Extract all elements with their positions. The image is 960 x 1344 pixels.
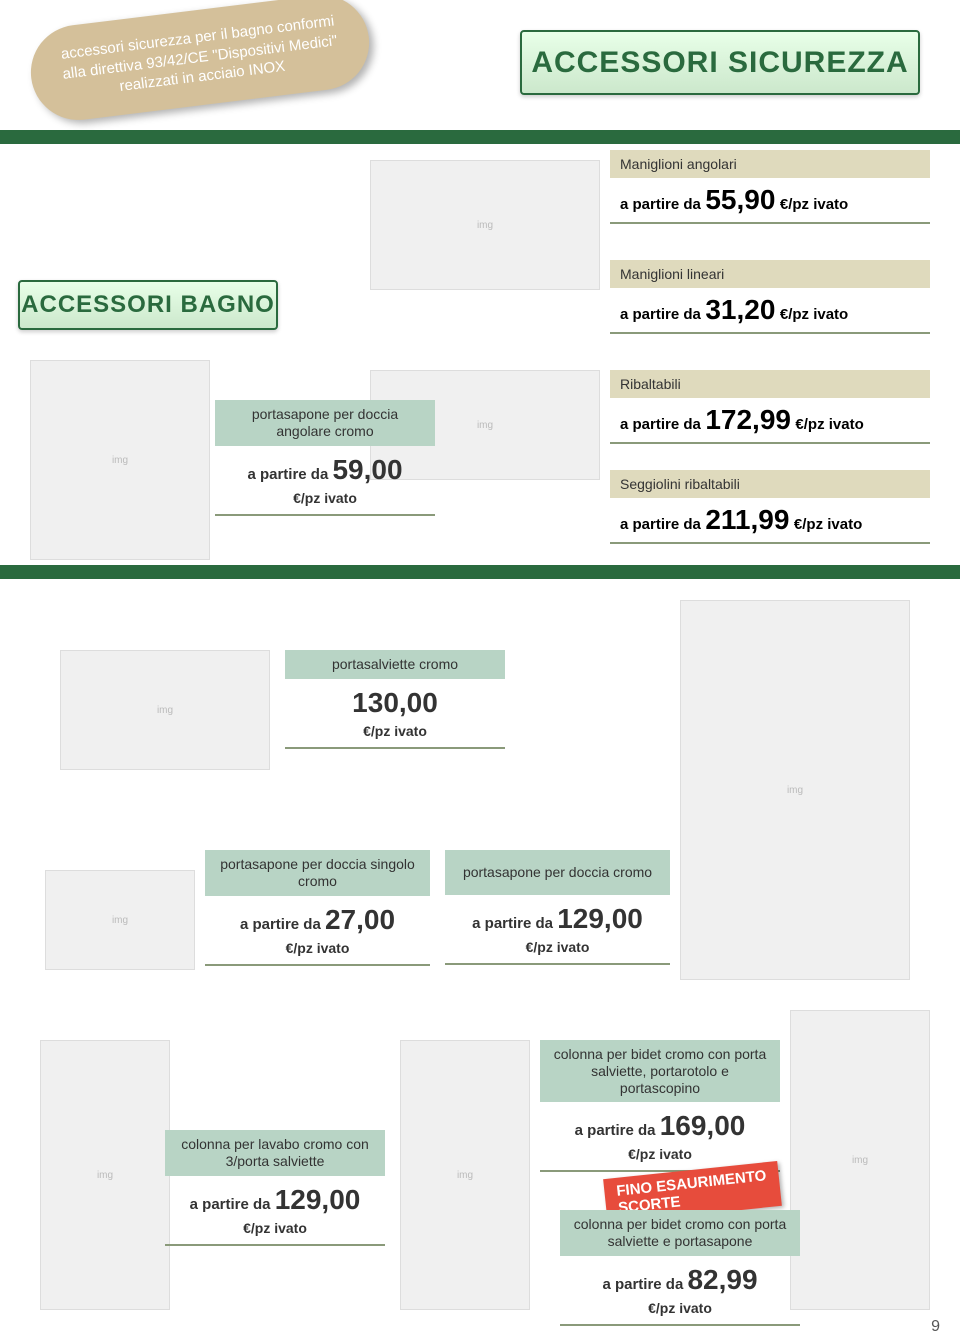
item-label: colonna per lavabo cromo con 3/porta sal… <box>165 1130 385 1176</box>
price-prefix: a partire da <box>575 1122 656 1139</box>
price-value: 59,00 <box>332 454 402 485</box>
item-label: colonna per bidet cromo con porta salvie… <box>540 1040 780 1102</box>
item-label: portasapone per doccia cromo <box>445 850 670 895</box>
product-image: img <box>790 1010 930 1310</box>
price-value: 130,00 <box>352 687 438 718</box>
price-suffix: €/pz ivato <box>794 516 862 533</box>
price-unit: €/pz ivato <box>285 723 505 749</box>
price-prefix: a partire da <box>620 196 701 213</box>
price-value: 169,00 <box>660 1110 746 1141</box>
item-colonna-lavabo: colonna per lavabo cromo con 3/porta sal… <box>165 1130 385 1246</box>
item-label: portasapone per doccia singolo cromo <box>205 850 430 896</box>
product-image: img <box>680 600 910 980</box>
item-portasapone-doccia: portasapone per doccia cromo a partire d… <box>445 850 670 965</box>
product-image: img <box>370 160 600 290</box>
price-prefix: a partire da <box>602 1276 683 1293</box>
item-label: Maniglioni lineari <box>610 260 930 288</box>
item-portasapone-angolare: portasapone per doccia angolare cromo a … <box>215 400 435 516</box>
price-value: 211,99 <box>705 504 789 535</box>
intro-bubble: accessori sicurezza per il bagno conform… <box>25 0 374 125</box>
product-image: img <box>45 870 195 970</box>
item-label: portasalviette cromo <box>285 650 505 679</box>
price-suffix: €/pz ivato <box>780 306 848 323</box>
item-label: Maniglioni angolari <box>610 150 930 178</box>
item-colonna-bidet-1: colonna per bidet cromo con porta salvie… <box>540 1040 780 1172</box>
price-suffix: €/pz ivato <box>780 196 848 213</box>
price-prefix: a partire da <box>620 516 701 533</box>
price-unit: €/pz ivato <box>445 939 670 965</box>
price-value: 31,20 <box>705 294 775 325</box>
item-portasalviette: portasalviette cromo 130,00 €/pz ivato <box>285 650 505 749</box>
intro-bubble-text: accessori sicurezza per il bagno conform… <box>48 10 353 105</box>
price-unit: €/pz ivato <box>215 490 435 516</box>
product-image: img <box>400 1040 530 1310</box>
page-number: 9 <box>931 1318 940 1336</box>
price-unit: €/pz ivato <box>205 940 430 966</box>
product-image: img <box>30 360 210 560</box>
divider-bar <box>0 130 960 144</box>
item-label: Seggiolini ribaltabili <box>610 470 930 498</box>
divider-bar <box>0 565 960 579</box>
price-value: 55,90 <box>705 184 775 215</box>
price-prefix: a partire da <box>240 916 321 933</box>
item-portasapone-singolo: portasapone per doccia singolo cromo a p… <box>205 850 430 966</box>
section-heading-bagno: ACCESSORI BAGNO <box>18 280 278 330</box>
section-heading-sicurezza: ACCESSORI SICUREZZA <box>520 30 920 95</box>
item-label: portasapone per doccia angolare cromo <box>215 400 435 446</box>
price-value: 172,99 <box>705 404 791 435</box>
product-image: img <box>40 1040 170 1310</box>
item-colonna-bidet-2: colonna per bidet cromo con porta salvie… <box>560 1210 800 1326</box>
price-prefix: a partire da <box>472 915 553 932</box>
price-prefix: a partire da <box>190 1196 271 1213</box>
item-maniglioni-angolari: Maniglioni angolari a partire da 55,90 €… <box>610 150 930 224</box>
price-unit: €/pz ivato <box>165 1220 385 1246</box>
price-value: 82,99 <box>687 1264 757 1295</box>
price-value: 129,00 <box>275 1184 361 1215</box>
item-seggiolini: Seggiolini ribaltabili a partire da 211,… <box>610 470 930 544</box>
price-value: 27,00 <box>325 904 395 935</box>
item-ribaltabili: Ribaltabili a partire da 172,99 €/pz iva… <box>610 370 930 444</box>
price-prefix: a partire da <box>620 416 701 433</box>
item-label: colonna per bidet cromo con porta salvie… <box>560 1210 800 1256</box>
price-prefix: a partire da <box>247 466 328 483</box>
item-label: Ribaltabili <box>610 370 930 398</box>
item-maniglioni-lineari: Maniglioni lineari a partire da 31,20 €/… <box>610 260 930 334</box>
product-image: img <box>60 650 270 770</box>
price-prefix: a partire da <box>620 306 701 323</box>
price-unit: €/pz ivato <box>560 1300 800 1326</box>
price-suffix: €/pz ivato <box>795 416 863 433</box>
price-value: 129,00 <box>557 903 643 934</box>
